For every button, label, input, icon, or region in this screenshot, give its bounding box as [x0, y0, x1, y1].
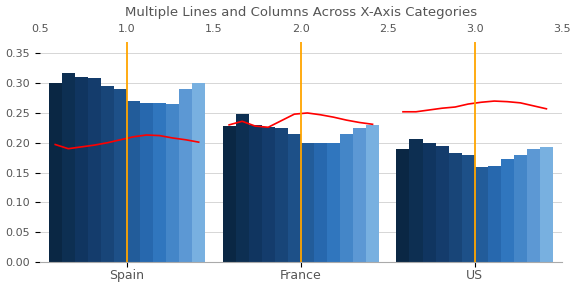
- Bar: [101, 86, 114, 262]
- Bar: [140, 103, 153, 262]
- Bar: [410, 139, 423, 262]
- Bar: [75, 77, 88, 262]
- Bar: [527, 149, 540, 262]
- Bar: [114, 89, 127, 262]
- Bar: [262, 127, 275, 262]
- Bar: [222, 126, 236, 262]
- Title: Multiple Lines and Columns Across X-Axis Categories: Multiple Lines and Columns Across X-Axis…: [125, 5, 477, 18]
- Bar: [475, 166, 488, 262]
- Bar: [62, 73, 75, 262]
- Bar: [179, 89, 192, 262]
- Bar: [275, 128, 288, 262]
- Bar: [327, 143, 340, 262]
- Bar: [49, 83, 62, 262]
- Bar: [166, 104, 179, 262]
- Bar: [340, 134, 353, 262]
- Bar: [488, 166, 501, 262]
- Bar: [314, 143, 327, 262]
- Bar: [423, 143, 435, 262]
- Bar: [449, 153, 461, 262]
- Bar: [396, 149, 410, 262]
- Bar: [435, 146, 449, 262]
- Bar: [353, 128, 366, 262]
- Bar: [249, 125, 262, 262]
- Bar: [514, 155, 527, 262]
- Bar: [461, 155, 475, 262]
- Bar: [288, 134, 301, 262]
- Bar: [540, 147, 553, 262]
- Bar: [153, 103, 166, 262]
- Bar: [501, 159, 514, 262]
- Bar: [236, 114, 249, 262]
- Bar: [127, 101, 140, 262]
- Bar: [366, 125, 379, 262]
- Bar: [88, 78, 101, 262]
- Bar: [192, 83, 205, 262]
- Bar: [301, 143, 314, 262]
